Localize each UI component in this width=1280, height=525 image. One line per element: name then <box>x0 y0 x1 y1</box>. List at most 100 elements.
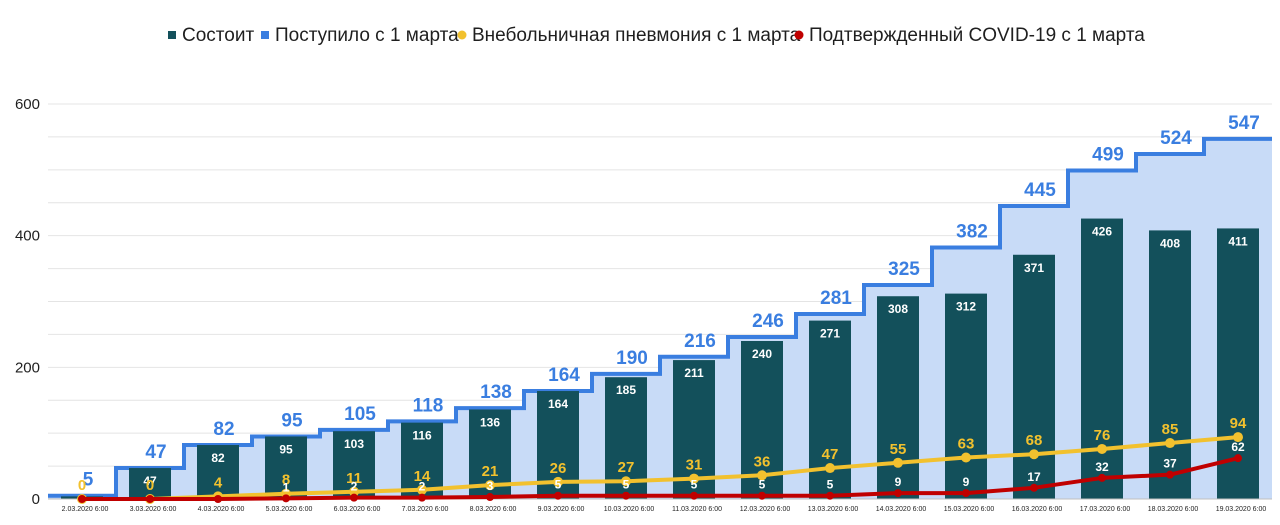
bar-sostoit <box>1081 218 1123 500</box>
step-value-label: 325 <box>888 259 920 280</box>
step-value-label: 105 <box>344 404 376 425</box>
pneumonia-value-label: 21 <box>482 463 499 480</box>
bar-value-label: 312 <box>956 300 976 314</box>
legend-label: Подтвержденный COVID-19 с 1 марта <box>809 25 1145 46</box>
x-tick-label: 4.03.2020 6:00 <box>198 506 245 513</box>
pneumonia-value-label: 63 <box>958 436 975 453</box>
step-value-label: 246 <box>752 311 784 332</box>
pneumonia-point <box>893 457 903 468</box>
pneumonia-point <box>961 452 971 463</box>
pneumonia-value-label: 0 <box>78 477 86 494</box>
x-tick-label: 7.03.2020 6:00 <box>402 506 449 513</box>
bar-value-label: 136 <box>480 415 500 429</box>
covid-line <box>80 456 1240 501</box>
x-tick-label: 6.03.2020 6:00 <box>334 506 381 513</box>
covid-value-label: 2 <box>351 480 358 494</box>
pneumonia-line <box>80 435 1240 501</box>
bar-value-label: 116 <box>412 429 432 443</box>
step-value-label: 499 <box>1092 144 1124 165</box>
covid-value-label: 17 <box>1027 470 1041 484</box>
x-tick-label: 19.03.2020 6:00 <box>1216 506 1267 513</box>
step-value-label: 47 <box>145 442 166 463</box>
bar-value-label: 82 <box>211 451 225 465</box>
covid-value-label: 62 <box>1231 440 1245 454</box>
bar-value-label: 308 <box>888 302 908 316</box>
covid-point <box>826 491 834 500</box>
x-tick-label: 2.03.2020 6:00 <box>62 506 109 513</box>
pneumonia-value-label: 47 <box>822 446 839 463</box>
pneumonia-value-label: 11 <box>346 470 362 487</box>
step-value-label: 382 <box>956 222 988 243</box>
bar-value-label: 185 <box>616 383 636 397</box>
bar-value-label: 271 <box>820 327 840 341</box>
step-value-label: 445 <box>1024 180 1056 201</box>
legend-marker-dot <box>457 30 467 40</box>
legend-marker-square <box>168 31 176 39</box>
legend-label: Состоит <box>182 25 254 46</box>
legend-label: Поступило с 1 марта <box>275 25 459 46</box>
bar-value-label: 164 <box>548 397 568 411</box>
covid-value-label: 3 <box>487 479 494 493</box>
y-tick-label: 400 <box>15 228 40 245</box>
pneumonia-point <box>1029 449 1039 460</box>
covid-value-label: 5 <box>759 478 766 492</box>
covid-value-label: 9 <box>895 475 902 489</box>
bar-value-label: 95 <box>279 442 293 456</box>
step-value-label: 95 <box>281 410 303 431</box>
pneumonia-value-label: 85 <box>1162 421 1179 438</box>
x-tick-label: 5.03.2020 6:00 <box>266 506 313 513</box>
x-tick-label: 18.03.2020 6:00 <box>1148 506 1199 513</box>
pneumonia-point <box>1165 438 1175 449</box>
covid-value-label: 5 <box>827 478 834 492</box>
bar-sostoit <box>1149 230 1191 499</box>
covid-value-label: 37 <box>1163 457 1177 471</box>
bar-sostoit <box>1217 228 1259 500</box>
pneumonia-value-label: 14 <box>414 468 431 485</box>
bar-sostoit <box>265 436 307 499</box>
bar-value-label: 426 <box>1092 225 1112 239</box>
step-value-label: 82 <box>213 419 234 440</box>
pneumonia-value-label: 55 <box>890 441 907 458</box>
covid-point <box>758 491 766 500</box>
covid-value-label: 5 <box>691 478 698 492</box>
step-value-label: 164 <box>548 365 580 386</box>
covid-point <box>146 495 154 503</box>
bar-value-label: 211 <box>684 366 704 380</box>
x-tick-label: 8.03.2020 6:00 <box>470 506 517 513</box>
covid-point <box>1234 454 1242 463</box>
covid-point <box>78 495 86 503</box>
bar-sostoit <box>197 445 239 499</box>
y-tick-label: 600 <box>15 96 40 113</box>
covid-value-label: 2 <box>419 480 426 494</box>
covid-point <box>690 491 698 500</box>
x-tick-label: 17.03.2020 6:00 <box>1080 506 1131 513</box>
bar-sostoit <box>877 296 919 499</box>
x-tick-label: 14.03.2020 6:00 <box>876 506 927 513</box>
covid-point <box>214 495 222 503</box>
pneumonia-value-label: 4 <box>214 474 223 491</box>
bar-value-label: 411 <box>1228 234 1248 248</box>
bar-sostoit <box>1013 254 1055 499</box>
covid-point <box>622 491 630 500</box>
pneumonia-value-label: 76 <box>1094 427 1111 444</box>
pneumonia-point <box>689 473 699 484</box>
step-value-label: 138 <box>480 382 512 403</box>
pneumonia-point <box>621 476 631 487</box>
covid-value-label: 5 <box>555 478 562 492</box>
pneumonia-point <box>349 486 359 497</box>
x-tick-label: 10.03.2020 6:00 <box>604 506 655 513</box>
covid-point <box>1030 483 1038 492</box>
y-tick-label: 0 <box>32 491 40 508</box>
step-value-label: 118 <box>413 395 444 416</box>
pneumonia-value-label: 68 <box>1026 432 1043 449</box>
covid-value-label: 9 <box>963 475 970 489</box>
covid-point <box>1098 473 1106 482</box>
covid-value-label: 5 <box>623 478 630 492</box>
pneumonia-value-label: 8 <box>282 472 290 489</box>
bar-value-label: 408 <box>1160 236 1180 250</box>
pneumonia-point <box>417 484 427 495</box>
pneumonia-point <box>825 463 835 474</box>
x-tick-label: 12.03.2020 6:00 <box>740 506 791 513</box>
